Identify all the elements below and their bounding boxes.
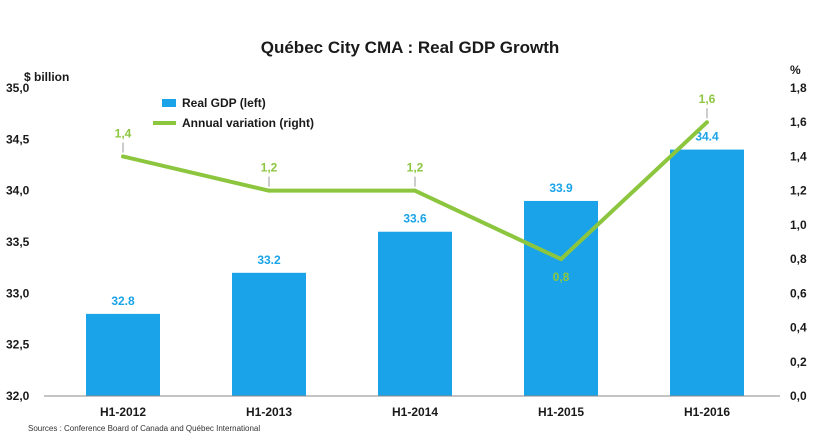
- x-category-labels: H1-2012 H1-2013 H1-2014 H1-2015 H1-2016: [100, 405, 730, 419]
- x-category-label: H1-2015: [538, 405, 584, 419]
- line-data-label: 1,4: [115, 126, 132, 140]
- y-left-tick-label: 33,0: [6, 286, 30, 300]
- bar-data-label: 33.6: [403, 212, 427, 226]
- y-left-ticks: 32,0 32,5 33,0 33,5 34,0 34,5 35,0: [6, 81, 30, 403]
- y-right-tick-label: 0,6: [790, 286, 807, 300]
- bar-data-label: 33.2: [257, 253, 281, 267]
- x-category-label: H1-2013: [246, 405, 292, 419]
- y-left-axis-label: $ billion: [24, 70, 69, 84]
- line-point: [413, 188, 417, 193]
- bar-data-labels: 32.8 33.2 33.6 33.9 34.4: [111, 130, 719, 308]
- line-data-label: 1,2: [407, 161, 424, 175]
- chart-title: Québec City CMA : Real GDP Growth: [261, 38, 560, 57]
- line-point: [559, 257, 563, 262]
- y-right-tick-label: 0,0: [790, 389, 807, 403]
- bar-data-label: 33.9: [549, 181, 573, 195]
- x-category-label: H1-2016: [684, 405, 730, 419]
- bar: [232, 272, 306, 396]
- y-right-axis-label: %: [790, 63, 801, 77]
- y-left-tick-label: 35,0: [6, 81, 30, 95]
- legend: Real GDP (left) Annual variation (right): [153, 96, 314, 130]
- x-category-label: H1-2012: [100, 405, 146, 419]
- y-right-tick-label: 1,8: [790, 81, 807, 95]
- bar: [524, 200, 598, 396]
- y-right-tick-label: 0,4: [790, 321, 807, 335]
- bar: [378, 231, 452, 396]
- source-note: Sources : Conference Board of Canada and…: [28, 424, 260, 433]
- x-category-label: H1-2014: [392, 405, 438, 419]
- y-left-tick-label: 34,5: [6, 132, 30, 146]
- bar: [86, 313, 160, 396]
- legend-bar-label: Real GDP (left): [182, 96, 266, 110]
- y-left-tick-label: 34,0: [6, 184, 30, 198]
- y-right-tick-label: 0,2: [790, 355, 807, 369]
- legend-line-label: Annual variation (right): [182, 116, 314, 130]
- line-data-label: 1,6: [699, 92, 716, 106]
- bar: [670, 149, 744, 396]
- line-point: [267, 188, 271, 193]
- y-right-tick-label: 1,6: [790, 115, 807, 129]
- bar-data-label: 32.8: [111, 294, 135, 308]
- line-series: [121, 120, 709, 262]
- bar-data-label: 34.4: [695, 130, 719, 144]
- line-data-labels: 1,4 1,2 1,2 0,8 1,6: [115, 92, 716, 284]
- y-left-tick-label: 32,0: [6, 389, 30, 403]
- y-left-tick-label: 32,5: [6, 338, 30, 352]
- y-right-tick-label: 0,8: [790, 252, 807, 266]
- y-right-tick-label: 1,0: [790, 218, 807, 232]
- line-data-label: 0,8: [553, 270, 570, 284]
- line-data-label: 1,2: [261, 161, 278, 175]
- line-point: [705, 120, 709, 125]
- y-left-tick-label: 33,5: [6, 235, 30, 249]
- y-right-tick-label: 1,4: [790, 149, 807, 163]
- y-right-tick-label: 1,2: [790, 184, 807, 198]
- y-right-ticks: 0,0 0,2 0,4 0,6 0,8 1,0 1,2 1,4 1,6 1,8: [790, 81, 807, 403]
- line-point: [121, 154, 125, 159]
- legend-bar-swatch: [162, 99, 176, 107]
